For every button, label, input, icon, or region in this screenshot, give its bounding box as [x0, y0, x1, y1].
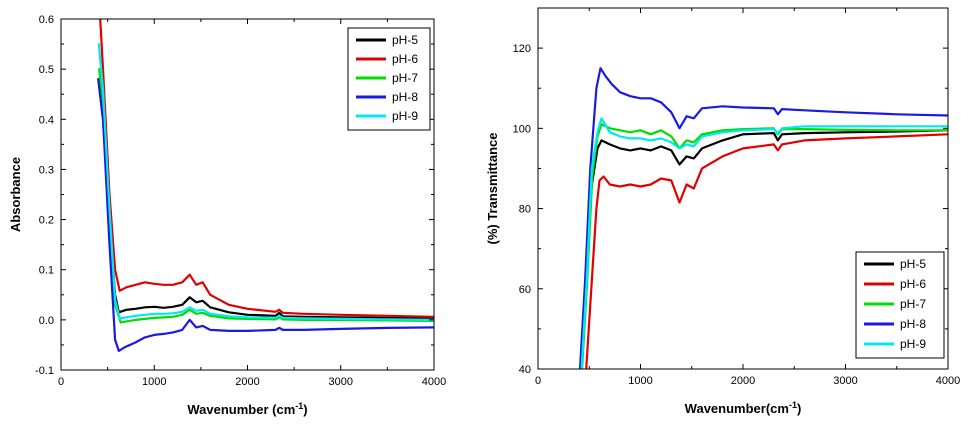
legend-label-ph-7: pH-7 [900, 297, 926, 311]
x-tick-label: 1000 [628, 375, 652, 387]
x-tick-label: 4000 [936, 375, 960, 387]
y-tick-label: 0.0 [39, 315, 54, 327]
series-line-ph-9 [97, 43, 434, 321]
series-line-ph-6 [99, 19, 434, 318]
series-line-ph-8 [97, 78, 434, 352]
y-tick-label: 100 [513, 123, 531, 135]
y-tick-label: 60 [519, 284, 531, 296]
legend-label-ph-7: pH-7 [392, 71, 418, 85]
x-tick-label: 3000 [329, 376, 353, 388]
legend-label-ph-6: pH-6 [392, 52, 418, 66]
x-tick-label: 0 [535, 375, 541, 387]
x-axis-title: Wavenumber (cm-1) [187, 401, 307, 417]
series-line-ph-6 [585, 133, 948, 369]
x-tick-label: 0 [58, 376, 64, 388]
y-tick-label: 0.3 [39, 164, 54, 176]
legend-label-ph-6: pH-6 [900, 277, 926, 291]
y-tick-label: 120 [513, 43, 531, 55]
legend: pH-5 pH-6 pH-7 pH-8 pH-9 [347, 27, 431, 131]
legend-label-ph-8: pH-8 [392, 90, 418, 104]
series-line-ph-7 [98, 68, 434, 324]
legend-label-ph-9: pH-9 [900, 337, 926, 351]
y-axis-title: Absorbance [8, 157, 23, 232]
y-tick-label: 0.1 [39, 265, 54, 277]
y-tick-label: 0.6 [39, 14, 54, 26]
legend: pH-5 pH-6 pH-7 pH-8 pH-9 [855, 251, 945, 359]
y-axis-title: (%) Transmittance [485, 133, 500, 245]
y-tick-label: 0.4 [39, 114, 54, 126]
chart-panel-2: 0 1000 2000 3000 4000 40 60 80 100 120 Wavenumber(… [485, 7, 960, 416]
x-tick-label: 1000 [142, 376, 166, 388]
series-line-ph-5 [579, 129, 948, 369]
legend-label-ph-5: pH-5 [392, 33, 418, 47]
x-tick-label: 2000 [235, 376, 259, 388]
legend-label-ph-5: pH-5 [900, 257, 926, 271]
y-tick-label: 80 [519, 204, 531, 216]
y-tick-label: 0.5 [39, 64, 54, 76]
y-tick-label: -0.1 [35, 365, 54, 377]
x-tick-label: 3000 [833, 375, 857, 387]
series-line-ph-9 [580, 117, 948, 369]
x-axis-title: Wavenumber(cm-1) [685, 400, 802, 416]
x-tick-label: 4000 [422, 376, 446, 388]
x-tick-label: 2000 [731, 375, 755, 387]
legend-label-ph-9: pH-9 [392, 109, 418, 123]
y-tick-label: 40 [519, 364, 531, 376]
chart-panel-1: 0 1000 2000 3000 4000 -0.1 0.0 0.1 0.2 0.3 0.4 0.5 0… [8, 14, 446, 417]
series-line-ph-8 [578, 67, 948, 369]
y-tick-label: 0.2 [39, 215, 54, 227]
legend-label-ph-8: pH-8 [900, 317, 926, 331]
